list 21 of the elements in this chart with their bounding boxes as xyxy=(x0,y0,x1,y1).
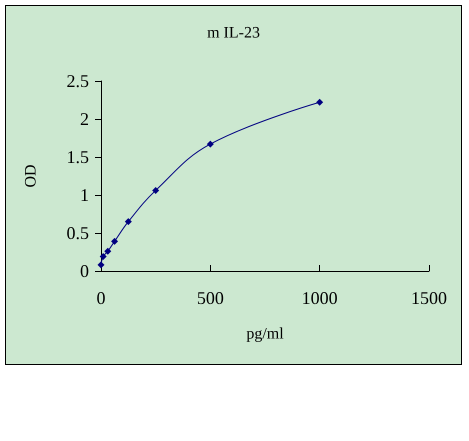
y-axis-title: OD xyxy=(22,164,40,188)
point xyxy=(98,261,104,268)
y-tick-label: 2.5 xyxy=(66,71,89,91)
point xyxy=(111,238,118,245)
point xyxy=(152,186,160,194)
y-tick-label: 1.5 xyxy=(66,147,89,167)
y-tick-label: 2 xyxy=(80,109,89,129)
y-tick-label: 0 xyxy=(80,261,89,281)
x-axis-title: pg/ml xyxy=(246,326,284,342)
x-tick-label: 0 xyxy=(96,288,106,308)
x-tick-label: 500 xyxy=(196,288,224,308)
point xyxy=(104,248,112,255)
point xyxy=(124,218,132,226)
x-tick-label: 1500 xyxy=(411,288,447,308)
x-tick-label: 1000 xyxy=(302,288,338,308)
point xyxy=(100,253,107,260)
point xyxy=(316,98,324,106)
y-tick-label: 1 xyxy=(80,185,89,205)
chart-title: m IL-23 xyxy=(207,24,260,42)
y-tick-label: 0.5 xyxy=(66,223,89,243)
point xyxy=(206,140,214,148)
